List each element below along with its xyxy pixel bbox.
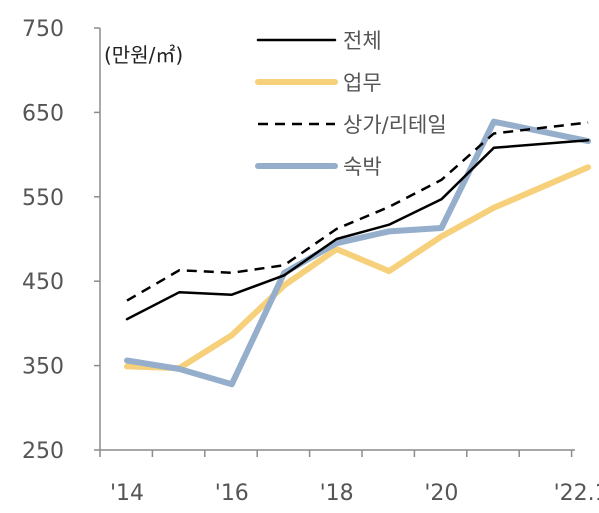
legend-label-1: 전체 [343,29,382,53]
x-tick-label: '14 [110,481,144,506]
series-line-3 [126,121,589,302]
x-tick-label: '22.10 [554,481,599,506]
y-tick-label: 550 [22,186,64,211]
y-tick-label: 250 [22,439,64,464]
legend-label-3: 상가/리테일 [343,113,447,137]
x-tick-label: '20 [424,481,458,506]
y-tick-label: 750 [22,17,64,42]
x-tick-label: '18 [320,481,354,506]
series-line-1 [125,139,590,321]
series-line-4 [124,118,592,388]
legend-label-2: 업무 [343,71,382,95]
legend-label-4: 숙박 [343,155,382,179]
series-line-2 [124,164,592,372]
x-tick-label: '16 [215,481,249,506]
y-tick-label: 450 [22,270,64,295]
unit-label: (만원/㎡) [104,43,183,67]
y-tick-label: 350 [22,355,64,380]
y-tick-label: 650 [22,101,64,126]
